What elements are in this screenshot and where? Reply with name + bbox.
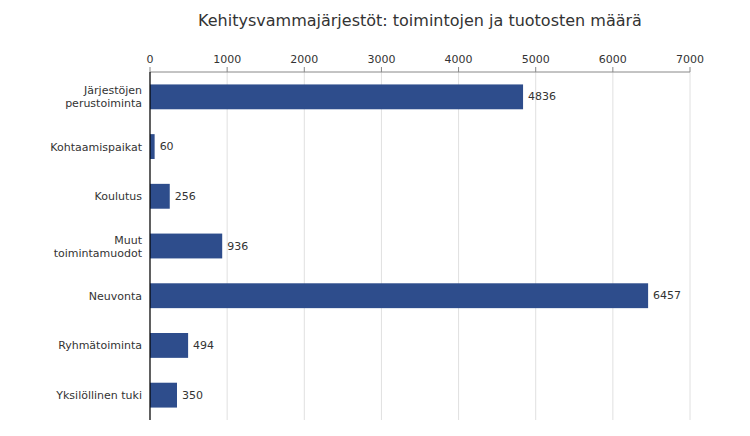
tick-mark <box>150 67 151 72</box>
tick-label: 1000 <box>213 53 241 66</box>
x-axis-line <box>150 72 690 73</box>
tick-label: 3000 <box>367 53 395 66</box>
category-label: Järjestöjenperustoiminta <box>65 84 142 110</box>
data-label: 936 <box>227 240 248 253</box>
tick-mark <box>690 67 691 72</box>
bar <box>150 134 155 159</box>
bar <box>150 333 188 358</box>
chart-svg: Kehitysvammajärjestöt: toimintojen ja tu… <box>0 0 750 436</box>
zero-line <box>149 72 150 420</box>
chart-title: Kehitysvammajärjestöt: toimintojen ja tu… <box>198 11 642 30</box>
tick-mark <box>535 67 536 72</box>
bar <box>150 383 177 408</box>
data-label: 256 <box>175 190 196 203</box>
category-label: Koulutus <box>95 190 143 203</box>
grid-line <box>535 72 536 420</box>
bar <box>150 234 222 259</box>
tick-label: 4000 <box>445 53 473 66</box>
grid-line <box>150 72 151 420</box>
grid-line <box>612 72 613 420</box>
tick-label: 6000 <box>599 53 627 66</box>
tick-label: 7000 <box>676 53 704 66</box>
category-label: Muuttoimintamuodot <box>54 233 143 259</box>
bars <box>150 84 648 407</box>
tick-mark <box>304 67 305 72</box>
bar <box>150 84 523 109</box>
labels: 4836 Järjestöjenperustoiminta 60 Kohtaamisp… <box>50 84 681 402</box>
chart-container: Kehitysvammajärjestöt: toimintojen ja tu… <box>0 0 750 436</box>
category-label: Kohtaamispaikat <box>50 140 142 153</box>
grid-line <box>381 72 382 420</box>
data-label: 4836 <box>528 90 556 103</box>
category-label: Yksilöllinen tuki <box>55 389 142 402</box>
category-label: Ryhmätoiminta <box>58 339 142 352</box>
tick-mark <box>458 67 459 72</box>
tick-label: 0 <box>147 53 154 66</box>
category-label: Neuvonta <box>89 289 142 302</box>
tick-label: 5000 <box>522 53 550 66</box>
x-axis: 0 1000 2000 3000 4000 5000 6000 7000 <box>147 53 705 420</box>
grid-line <box>458 72 459 420</box>
tick-mark <box>381 67 382 72</box>
tick-label: 2000 <box>290 53 318 66</box>
bar <box>150 283 648 308</box>
data-label: 6457 <box>653 289 681 302</box>
bar <box>150 184 170 209</box>
tick-mark <box>612 67 613 72</box>
tick-mark <box>227 67 228 72</box>
data-label: 60 <box>160 140 174 153</box>
data-label: 350 <box>182 389 203 402</box>
grid-line <box>304 72 305 420</box>
grid-line <box>690 72 691 420</box>
data-label: 494 <box>193 339 214 352</box>
